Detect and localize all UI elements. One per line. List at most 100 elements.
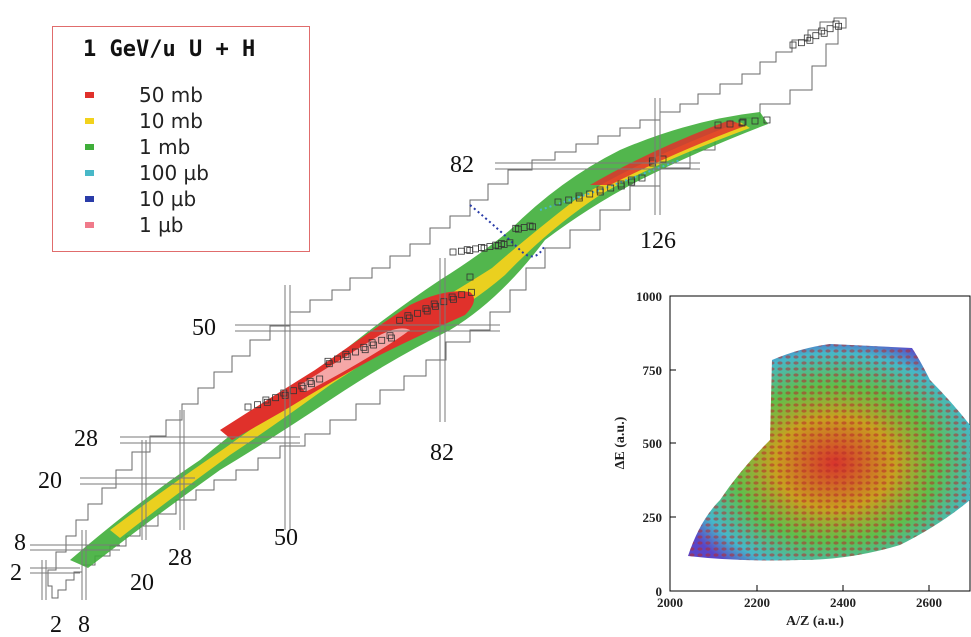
isotope-square: [554, 198, 562, 206]
isotope-square: [449, 295, 457, 303]
legend-box: 1 GeV/u U + H 50 mb 10 mb 1 mb 100 µb 10 µb 1…: [52, 26, 310, 252]
isotope-square: [343, 353, 351, 361]
isotope-square: [638, 174, 646, 182]
isotope-square: [449, 248, 457, 256]
legend-swatch: [85, 92, 94, 98]
isotope-square: [458, 291, 466, 299]
inset-pid-plot: 0 250 500 750 1000 2000 2200 2400 2600 A…: [613, 289, 971, 629]
isotope-square: [404, 312, 412, 320]
inset-xtick-2400: 2400: [830, 595, 856, 610]
proton-magic-82: 82: [450, 152, 474, 178]
inset-ylabel: ΔE (a.u.): [613, 416, 628, 469]
isotope-square: [466, 273, 474, 281]
isotope-square: [586, 190, 594, 198]
legend-swatch: [85, 144, 94, 150]
isotope-square: [818, 27, 826, 35]
inset-xtick-2000: 2000: [657, 595, 683, 610]
legend-label: 1 µb: [139, 213, 184, 237]
isotope-square: [396, 316, 404, 324]
neutron-magic-126: 126: [640, 228, 676, 254]
inset-xtick-2600: 2600: [916, 595, 942, 610]
isotope-square: [272, 394, 280, 402]
isotope-square: [512, 224, 520, 232]
magic-number-lines: [30, 98, 700, 600]
inset-x-ticks: [669, 585, 930, 591]
inset-ytick-1000: 1000: [636, 289, 662, 304]
isotope-square: [506, 239, 514, 247]
isotope-square: [386, 332, 394, 340]
isotope-square: [422, 305, 430, 313]
isotope-square: [820, 29, 828, 37]
isotope-square: [342, 350, 350, 358]
isotope-square: [405, 314, 413, 322]
isotope-square: [565, 196, 573, 204]
isotope-square: [467, 288, 475, 296]
legend-label: 100 µb: [139, 161, 209, 185]
isotope-square: [254, 401, 262, 409]
isotope-square: [739, 118, 747, 126]
isotope-square: [617, 180, 625, 188]
isotope-square: [463, 246, 471, 254]
inset-ytick-750: 750: [643, 363, 663, 378]
neutron-magic-8: 8: [78, 612, 90, 637]
isotope-square: [307, 380, 315, 388]
isotope-square: [448, 293, 456, 301]
legend-label: 1 mb: [139, 135, 191, 159]
isotope-square: [352, 348, 359, 356]
measured-isotopes: [244, 20, 842, 411]
band-outer: [70, 112, 768, 568]
neutron-magic-82: 82: [430, 440, 454, 466]
isotope-square: [244, 403, 252, 411]
isotope-square: [607, 184, 615, 192]
nuclide-envelope: [47, 17, 847, 599]
isotope-square: [803, 34, 811, 42]
isotope-square: [361, 346, 369, 354]
isotope-square: [298, 382, 306, 390]
legend-swatch: [85, 118, 94, 124]
inset-ytick-500: 500: [643, 436, 663, 451]
isotope-square: [432, 302, 439, 310]
legend-label: 10 µb: [139, 187, 197, 211]
isotope-square: [751, 117, 759, 125]
isotope-square: [334, 355, 342, 363]
legend-label: 10 mb: [139, 109, 203, 133]
isotope-square: [714, 121, 722, 129]
isotope-square: [324, 357, 332, 365]
isotope-square: [498, 240, 505, 248]
proton-magic-2: 2: [10, 560, 22, 586]
magic-number-labels: 2 8 20 28 50 82 2 8 20 28 50 82 126: [10, 152, 676, 637]
isotope-square: [378, 336, 386, 344]
isotope-square: [763, 116, 771, 124]
isotope-square: [280, 389, 288, 397]
band-yellow: [110, 122, 750, 538]
isotope-square: [423, 307, 431, 315]
isotope-square: [726, 120, 734, 128]
inset-ytick-0: 0: [656, 584, 663, 599]
proton-magic-20: 20: [38, 468, 62, 494]
isotope-square: [526, 222, 534, 230]
isotope-square: [368, 339, 376, 347]
isotope-square: [262, 396, 270, 404]
legend-title: 1 GeV/u U + H: [83, 37, 256, 62]
isotope-square: [812, 32, 820, 40]
neutron-magic-28: 28: [168, 545, 192, 571]
band-pink-core: [300, 328, 410, 392]
proton-magic-50: 50: [192, 315, 216, 341]
isotope-square: [478, 243, 485, 251]
isotope-square: [263, 398, 271, 406]
isotope-square: [440, 298, 448, 306]
isotope-square: [835, 22, 842, 30]
isotope-square: [299, 384, 307, 392]
isotope-square: [575, 192, 583, 200]
isotope-square: [414, 309, 422, 317]
isotope-square: [738, 119, 746, 127]
proton-magic-28: 28: [74, 426, 98, 452]
proton-magic-8: 8: [14, 530, 26, 556]
isotope-square: [798, 39, 805, 47]
isotope-square: [387, 334, 395, 342]
inset-xtick-2200: 2200: [744, 595, 770, 610]
cross-section-band: [70, 112, 768, 568]
legend-label: 50 mb: [139, 83, 203, 107]
isotope-square: [457, 247, 465, 255]
